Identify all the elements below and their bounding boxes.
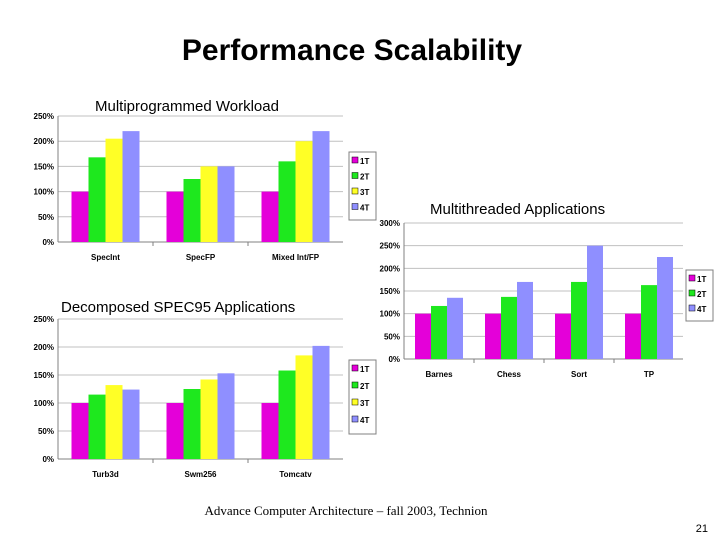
y-tick-label: 0% [388, 355, 400, 364]
legend-label: 3T [360, 188, 369, 197]
bar-2t-mixed-int-fp [278, 161, 296, 242]
bar-1t-mixed-int-fp [261, 191, 279, 242]
bar-1t-specfp [166, 191, 184, 242]
bar-1t-swm256 [166, 403, 184, 459]
x-tick-label: Chess [497, 370, 522, 379]
legend-swatch [688, 304, 696, 312]
legend-swatch [351, 187, 359, 195]
legend-swatch [351, 415, 359, 423]
bar-4t-specfp [217, 166, 235, 242]
legend-label: 1T [360, 365, 369, 374]
y-tick-label: 150% [34, 162, 54, 171]
y-tick-label: 200% [34, 137, 54, 146]
legend-swatch [688, 289, 696, 297]
bar-1t-turb3d [71, 403, 89, 459]
legend-swatch [351, 364, 359, 372]
bar-2t-swm256 [183, 389, 201, 459]
y-tick-label: 50% [38, 213, 54, 222]
chart-title-multiprogrammed: Multiprogrammed Workload [93, 98, 281, 115]
x-tick-label: SpecFP [186, 253, 216, 262]
legend-label: 4T [360, 416, 369, 425]
legend-label: 1T [697, 275, 706, 284]
bar-2t-sort [571, 281, 587, 359]
y-tick-label: 250% [380, 242, 400, 251]
bar-4t-mixed-int-fp [312, 131, 330, 242]
x-tick-label: Barnes [425, 370, 453, 379]
legend-label: 3T [360, 399, 369, 408]
chart-title-multithreaded: Multithreaded Applications [428, 201, 608, 218]
y-tick-label: 250% [34, 112, 54, 121]
bar-4t-tp [657, 257, 673, 359]
bar-1t-specint [71, 191, 89, 242]
y-tick-label: 200% [34, 343, 54, 352]
legend-swatch [351, 156, 359, 164]
bar-3t-swm256 [200, 379, 218, 459]
bar-1t-tp [625, 313, 641, 359]
footer-text: Advance Computer Architecture – fall 200… [204, 503, 488, 518]
chart-title-decomposed: Decomposed SPEC95 Applications [59, 299, 298, 316]
y-tick-label: 100% [34, 399, 54, 408]
bar-2t-specfp [183, 179, 201, 242]
bar-3t-mixed-int-fp [295, 141, 313, 242]
x-tick-label: Tomcatv [279, 470, 312, 479]
bar-2t-tp [641, 285, 657, 359]
bar-3t-specint [105, 138, 123, 242]
bar-2t-tomcatv [278, 370, 296, 459]
legend-label: 2T [697, 290, 706, 299]
bar-1t-barnes [415, 313, 431, 359]
bar-4t-sort [587, 245, 603, 359]
bar-3t-tomcatv [295, 355, 313, 459]
bar-4t-chess [517, 281, 533, 359]
x-tick-label: Swm256 [184, 470, 217, 479]
bar-1t-sort [555, 313, 571, 359]
y-tick-label: 0% [42, 238, 54, 247]
bar-2t-barnes [431, 305, 447, 359]
slide-title: Performance Scalability [181, 34, 523, 67]
legend-label: 4T [360, 204, 369, 213]
x-tick-label: TP [644, 370, 655, 379]
legend-label: 2T [360, 173, 369, 182]
legend-swatch [351, 381, 359, 389]
bar-1t-tomcatv [261, 403, 279, 459]
y-tick-label: 250% [34, 315, 54, 324]
y-tick-label: 0% [42, 455, 54, 464]
bar-4t-turb3d [122, 389, 140, 459]
bar-2t-turb3d [88, 394, 106, 459]
bar-4t-tomcatv [312, 345, 330, 459]
x-tick-label: Turb3d [92, 470, 119, 479]
y-tick-label: 50% [38, 427, 54, 436]
page-number: 21 [695, 523, 708, 535]
legend-swatch [351, 398, 359, 406]
y-tick-label: 100% [34, 188, 54, 197]
legend-label: 4T [697, 305, 706, 314]
legend-swatch [351, 203, 359, 210]
y-tick-label: 100% [380, 310, 400, 319]
bar-1t-chess [485, 313, 501, 359]
bar-4t-specint [122, 131, 140, 242]
bar-3t-specfp [200, 166, 218, 242]
legend-swatch [688, 274, 696, 282]
y-tick-label: 200% [380, 264, 400, 273]
bar-4t-swm256 [217, 373, 235, 459]
legend-label: 1T [360, 157, 369, 166]
y-tick-label: 300% [380, 219, 400, 228]
x-tick-label: Sort [571, 370, 587, 379]
y-tick-label: 50% [384, 332, 400, 341]
y-tick-label: 150% [380, 287, 400, 296]
x-tick-label: SpecInt [91, 253, 120, 262]
x-tick-label: Mixed Int/FP [272, 253, 320, 262]
bar-4t-barnes [447, 297, 463, 359]
y-tick-label: 150% [34, 371, 54, 380]
bar-2t-chess [501, 296, 517, 359]
legend-label: 2T [360, 382, 369, 391]
bar-3t-turb3d [105, 385, 123, 459]
legend-swatch [351, 172, 359, 179]
bar-2t-specint [88, 157, 106, 242]
